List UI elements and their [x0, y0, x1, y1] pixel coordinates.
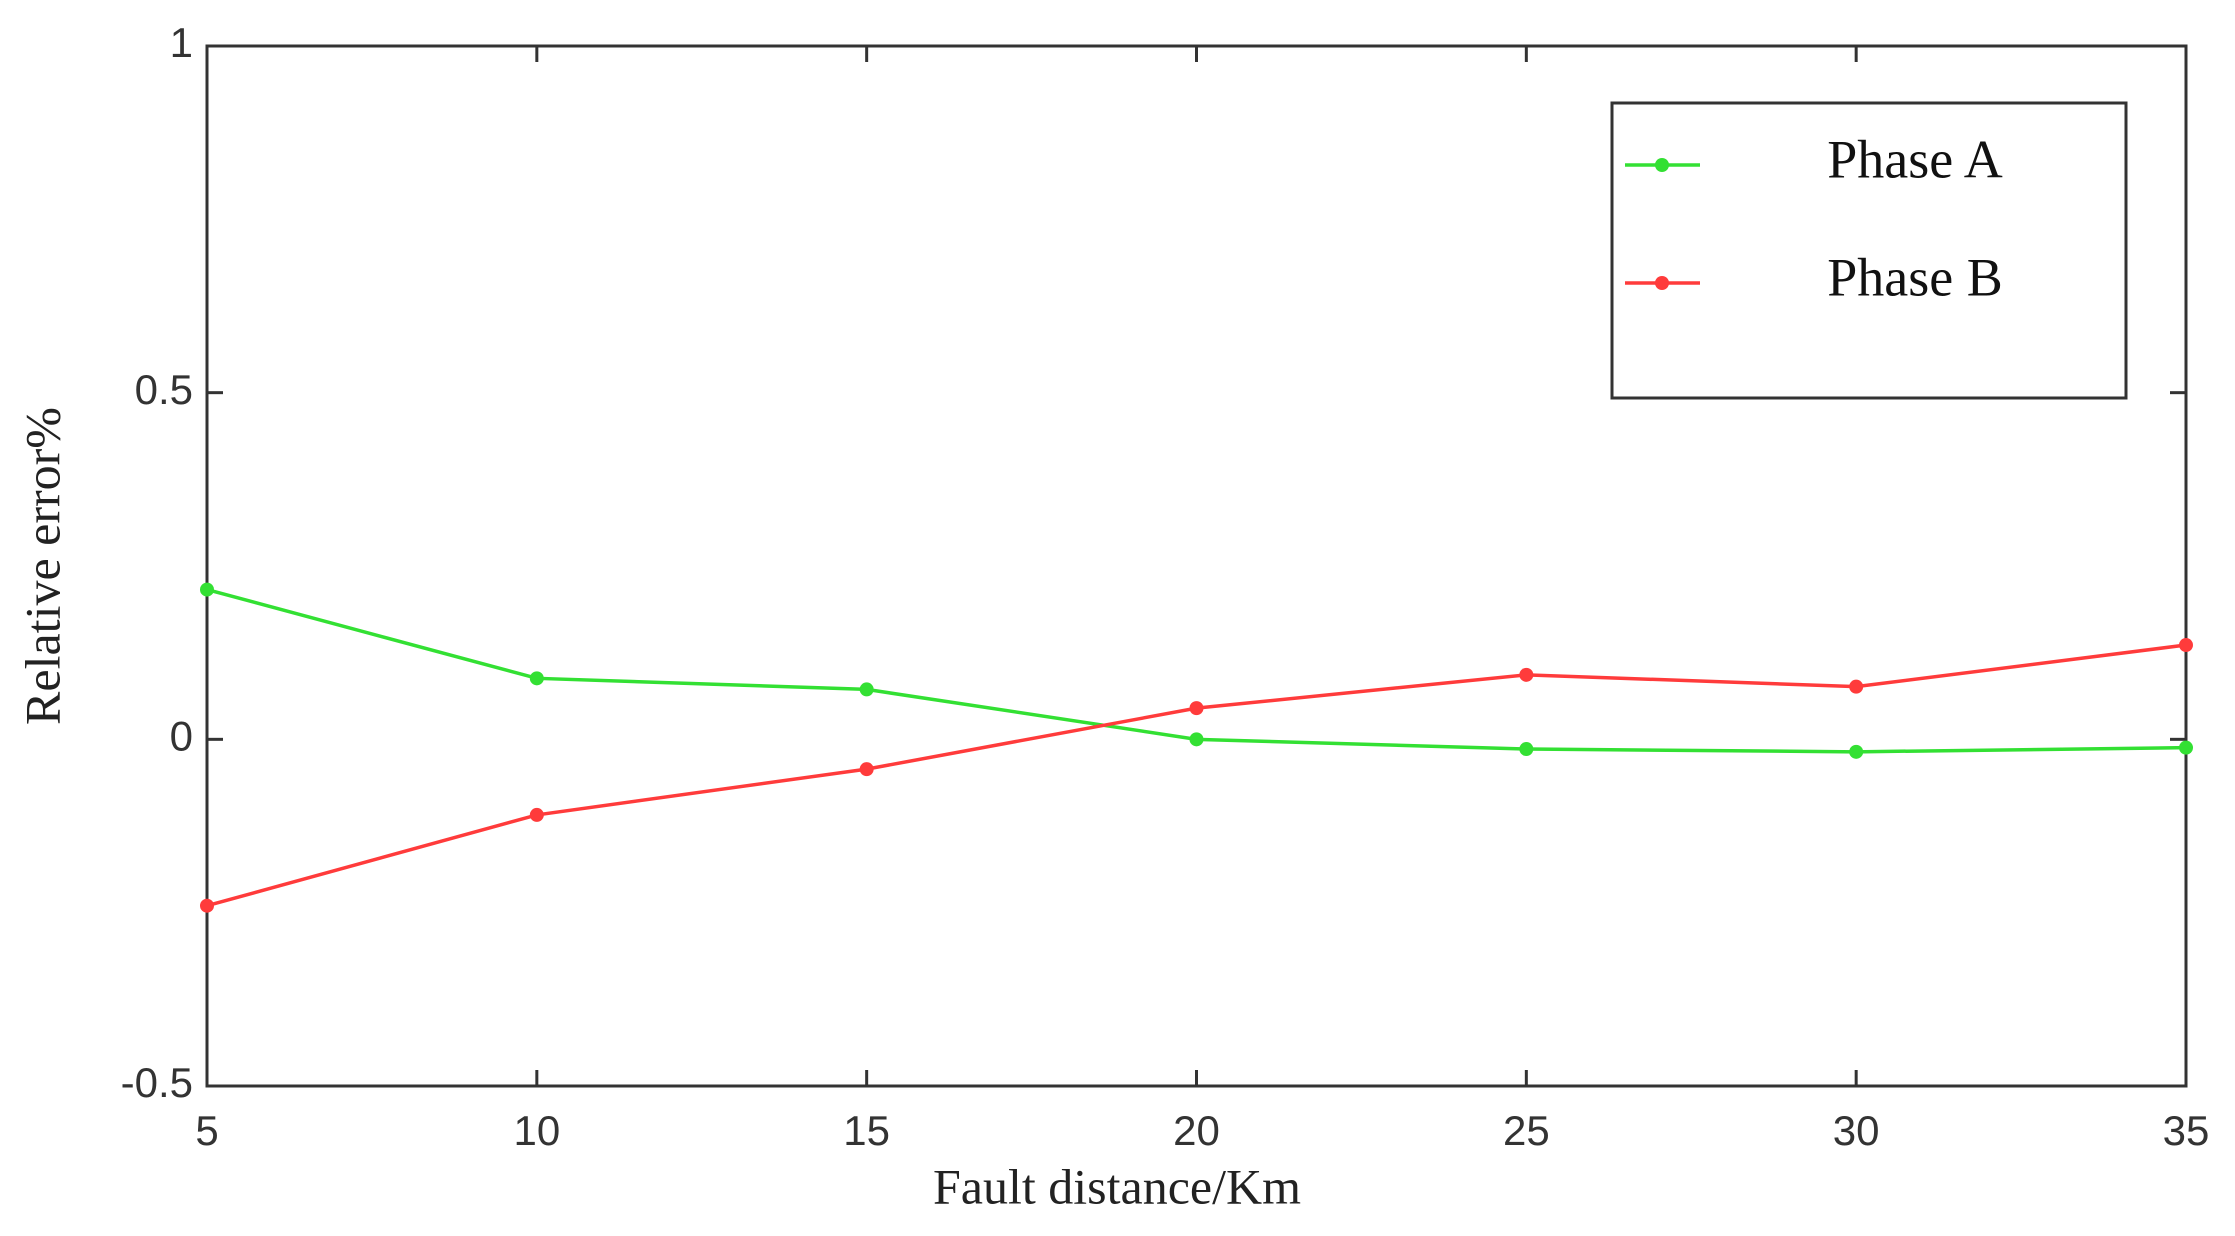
y-tick-label: 0.5: [135, 366, 193, 413]
point: [1849, 679, 1864, 694]
y-axis-label: Relative error%: [14, 407, 70, 725]
point: [859, 682, 874, 697]
y-tick-label: -0.5: [121, 1059, 193, 1106]
point: [859, 762, 874, 777]
point: [200, 898, 214, 913]
y-tick-label: 0: [170, 712, 193, 759]
point: [2179, 638, 2193, 653]
point: [529, 807, 544, 822]
x-tick-label: 15: [843, 1107, 890, 1154]
legend-marker: [1655, 158, 1669, 172]
legend-marker: [1655, 276, 1669, 290]
y-tick-label: 1: [170, 19, 193, 66]
point: [1189, 732, 1204, 747]
x-tick-label: 30: [1833, 1107, 1880, 1154]
x-tick-label: 5: [195, 1107, 218, 1154]
x-tick-label: 35: [2163, 1107, 2210, 1154]
x-tick-label: 25: [1503, 1107, 1550, 1154]
legend-box: [1610, 101, 2128, 400]
point: [1849, 744, 1864, 759]
x-tick-label: 20: [1173, 1107, 1220, 1154]
point: [200, 582, 214, 597]
x-axis-label: Fault distance/Km: [933, 1158, 1301, 1214]
legend-label: Phase A: [1827, 129, 2003, 189]
point: [1189, 701, 1204, 716]
point: [1519, 742, 1534, 757]
point: [2179, 740, 2193, 755]
legend-label: Phase B: [1827, 247, 2003, 307]
x-tick-label: 10: [513, 1107, 560, 1154]
point: [529, 671, 544, 686]
point: [1519, 667, 1534, 682]
